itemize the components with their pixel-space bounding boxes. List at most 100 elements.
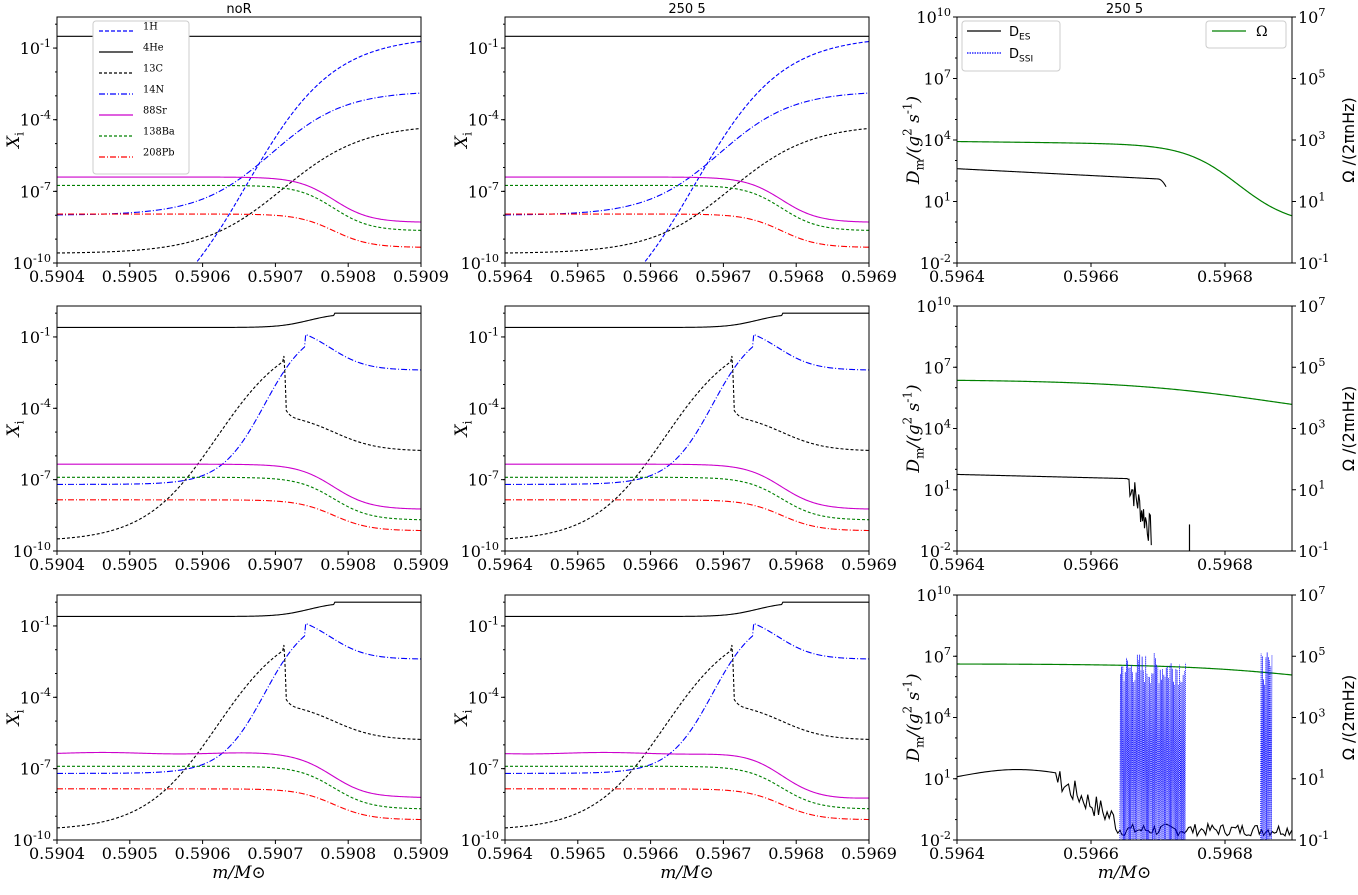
y-axis-label: Xi xyxy=(4,420,26,438)
x-axis-label: m/M⊙ xyxy=(212,863,266,883)
y-tick-label: 10-4 xyxy=(20,686,51,707)
y-axis-label: Dm/(g2 s-1) xyxy=(900,96,926,185)
sr88-series xyxy=(505,176,869,223)
n14-series xyxy=(57,92,421,216)
sr88-series xyxy=(57,463,421,510)
panel-title: noR xyxy=(226,2,251,17)
x-tick-label: 0.5964 xyxy=(929,555,985,574)
dssi-series xyxy=(1119,652,1273,840)
x-tick-label: 0.5908 xyxy=(320,844,376,863)
x-tick-label: 0.5967 xyxy=(695,555,751,574)
pb208-series xyxy=(57,788,421,821)
x-tick-label: 0.5964 xyxy=(929,267,985,286)
legend-label: 88Sr xyxy=(143,106,167,117)
y-tick-label: 10-1 xyxy=(468,37,499,58)
y-axis-label: Xi xyxy=(452,420,474,438)
y-tick-label: 107 xyxy=(924,645,951,666)
y-tick-label: 107 xyxy=(924,67,951,88)
y-tick-label: 101 xyxy=(924,479,951,500)
pb208-series xyxy=(505,213,869,248)
x-tick-label: 0.5966 xyxy=(623,555,679,574)
plot-area xyxy=(505,35,869,263)
y2-tick-label: 105 xyxy=(1298,356,1325,377)
sr88-series xyxy=(505,463,869,510)
ba138-series xyxy=(505,184,869,231)
ba138-series xyxy=(57,765,421,810)
legend-diffusion xyxy=(961,20,1061,72)
x-tick-label: 0.5969 xyxy=(841,844,897,863)
y-tick-label: 10-1 xyxy=(468,615,499,636)
x-tick-label: 0.5907 xyxy=(247,844,303,863)
x-tick-label: 0.5968 xyxy=(768,555,824,574)
legend-label: 14N xyxy=(143,85,164,96)
des-series xyxy=(957,168,1167,188)
he4-series xyxy=(505,601,869,618)
x-tick-label: 0.5909 xyxy=(393,844,449,863)
pb208-series xyxy=(57,499,421,532)
y2-tick-label: 103 xyxy=(1298,417,1325,438)
y-axis-label: Xi xyxy=(4,132,26,150)
c13-series xyxy=(505,127,869,254)
x-tick-label: 0.5906 xyxy=(175,555,231,574)
x-tick-label: 0.5966 xyxy=(623,844,679,863)
omega-series xyxy=(957,379,1292,405)
x-tick-label: 0.5907 xyxy=(247,267,303,286)
panel-title: 250 5 xyxy=(1106,2,1143,17)
y-axis-label: Dm/(g2 s-1) xyxy=(900,384,926,473)
h1-series xyxy=(195,40,421,263)
x-tick-label: 0.5908 xyxy=(320,267,376,286)
panel-r1c2: 0.5964 0.5966 0.5968 10-2 101 104 107 1010 Dm/(g… xyxy=(900,295,1358,574)
h1-series xyxy=(643,40,869,263)
y-axis-label: Dm/(g2 s-1) xyxy=(900,673,926,762)
x-tick-label: 0.5967 xyxy=(695,844,751,863)
ba138-series xyxy=(57,184,421,231)
legend-label: 138Ba xyxy=(143,127,175,138)
panel-r2c0: 0.5904 0.5905 0.5906 0.5907 0.5908 0.5909 10-1… xyxy=(4,594,449,883)
y-axis-label: Xi xyxy=(452,709,474,727)
y2-axis-label: Ω /(2πnHz) xyxy=(1339,386,1358,472)
x-tick-label: 0.5966 xyxy=(1063,844,1119,863)
y-tick-label: 10-4 xyxy=(20,397,51,418)
legend-label: 1H xyxy=(143,22,158,33)
panel-r2c2: 0.5964 0.5966 0.5968 10-2 101 104 107 1010 Dm/(g… xyxy=(900,584,1358,883)
y-tick-label: 1010 xyxy=(916,295,951,316)
legend-omega xyxy=(1205,20,1287,49)
panel-r1c1: 0.5964 0.5965 0.5966 0.5967 0.5968 0.5969 10-1… xyxy=(452,305,897,574)
legend-label: DSSI xyxy=(1009,47,1033,64)
plot-area xyxy=(57,601,421,829)
x-tick-label: 0.5964 xyxy=(477,844,533,863)
x-tick-label: 0.5909 xyxy=(393,267,449,286)
x-tick-label: 0.5966 xyxy=(1063,267,1119,286)
y-tick-label: 10-4 xyxy=(20,109,51,130)
legend-label: 4He xyxy=(143,43,164,54)
y-tick-label: 10-10 xyxy=(13,252,51,273)
y-tick-label: 10-4 xyxy=(468,686,499,707)
x-tick-label: 0.5964 xyxy=(477,267,533,286)
axes-frame xyxy=(56,16,422,264)
legend-label: DES xyxy=(1009,25,1031,42)
x-tick-label: 0.5969 xyxy=(841,267,897,286)
x-tick-label: 0.5907 xyxy=(247,555,303,574)
y-axis-label: Xi xyxy=(4,709,26,727)
plot-area xyxy=(957,379,1292,551)
des-series xyxy=(957,769,1292,838)
y-tick-label: 10-1 xyxy=(20,326,51,347)
x-tick-label: 0.5904 xyxy=(29,267,85,286)
pb208-series xyxy=(505,499,869,532)
y-tick-label: 10-2 xyxy=(920,829,951,850)
panel-r0c2: 0.5964 0.5966 0.5968 10-2 101 104 107 1010 250 5… xyxy=(900,2,1358,286)
x-tick-label: 0.5904 xyxy=(29,844,85,863)
y2-tick-label: 10-1 xyxy=(1298,540,1329,561)
n14-series xyxy=(505,622,869,774)
y2-tick-label: 10-1 xyxy=(1298,252,1329,273)
y2-tick-label: 107 xyxy=(1298,295,1325,316)
panel-r0c0: 0.5904 0.5905 0.5906 0.5907 0.5908 0.5909 10-1… xyxy=(4,2,449,286)
y-tick-label: 107 xyxy=(924,356,951,377)
des-series xyxy=(957,473,1152,546)
plot-area xyxy=(57,35,421,263)
x-tick-label: 0.5904 xyxy=(29,555,85,574)
y-tick-label: 10-7 xyxy=(468,757,499,778)
x-tick-label: 0.5968 xyxy=(1197,267,1253,286)
plot-area xyxy=(57,312,421,540)
c13-series xyxy=(57,355,421,540)
